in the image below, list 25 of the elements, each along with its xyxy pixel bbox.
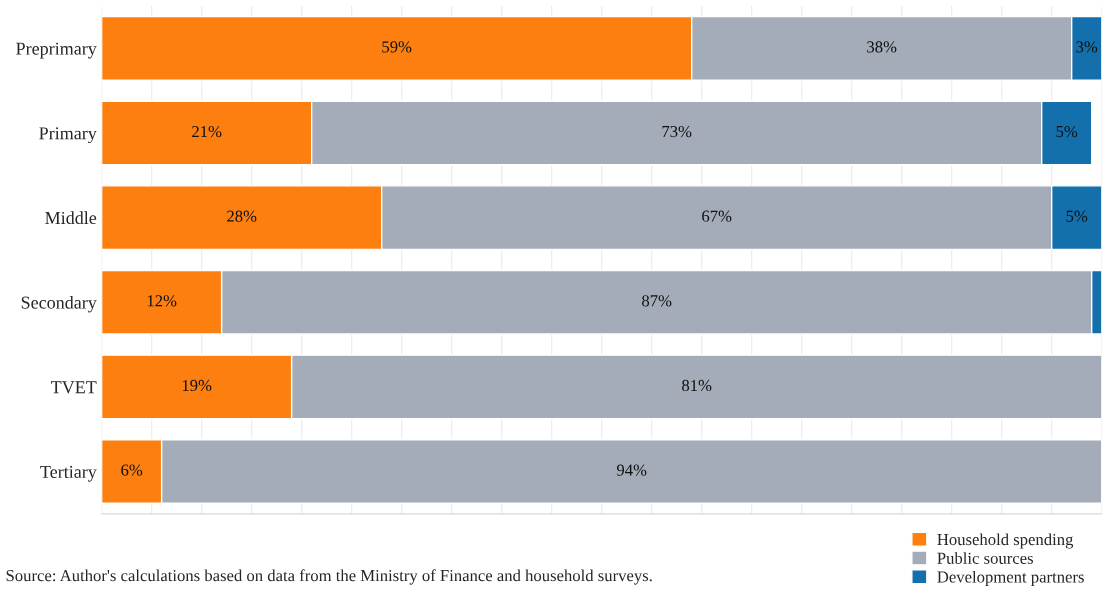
y-tick-label: Primary <box>39 127 97 144</box>
data-label: 59% <box>382 41 412 53</box>
data-label: 6% <box>121 464 143 476</box>
data-label: 5% <box>1056 125 1078 138</box>
y-tick-label: TVET <box>51 381 97 394</box>
y-tick-label: Secondary <box>21 295 97 313</box>
data-label: 3% <box>1076 41 1098 53</box>
data-label: 12% <box>147 295 177 307</box>
data-label: 21% <box>192 125 222 138</box>
data-label: 28% <box>227 210 257 222</box>
y-tick-label: Tertiary <box>40 465 97 482</box>
data-label: 67% <box>702 210 732 222</box>
data-label: 73% <box>662 125 692 138</box>
legend-label: Public sources <box>937 552 1033 564</box>
data-label: 94% <box>616 464 647 476</box>
data-label: 5% <box>1066 210 1088 222</box>
source-note: Source: Author's calculations based on data from the Ministry of Finance and household surveys. <box>6 569 652 585</box>
data-label: 87% <box>642 295 672 307</box>
y-tick-label: Middle <box>45 211 97 225</box>
data-label: 19% <box>182 379 212 392</box>
y-tick-label: Preprimary <box>16 42 97 59</box>
data-label: 81% <box>682 379 712 392</box>
legend-label: Development partners <box>937 570 1084 586</box>
legend-label: Household spending <box>937 533 1074 549</box>
data-label: 38% <box>867 41 897 53</box>
